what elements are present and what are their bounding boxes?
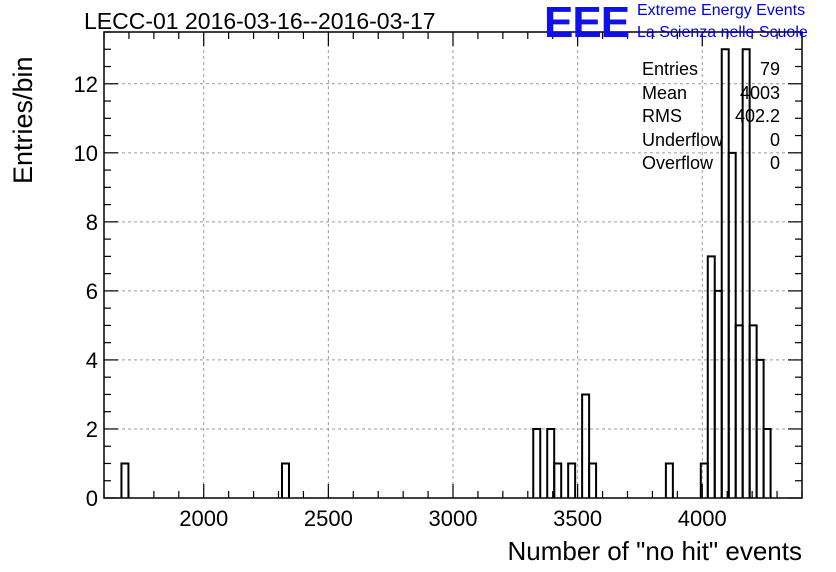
stat-row-entries: Entries 79 [642,58,780,82]
x-tick-label: 3000 [429,506,478,531]
logo-text-line1: Extreme Energy Events [637,2,806,19]
stat-value: 4003 [739,82,780,103]
stat-label: Mean [642,82,688,103]
stat-label: Underflow [642,129,724,150]
histogram-bin [532,427,542,498]
stat-row-mean: Mean 4003 [642,82,780,106]
eee-logo: EEE [544,0,630,47]
y-tick-label: 4 [86,348,98,373]
stat-value: 0 [769,129,780,150]
histogram-bin [567,462,577,498]
histogram-bin [280,462,290,498]
stat-row-overflow: Overflow 0 [642,152,780,176]
stat-label: RMS [642,106,682,126]
histogram-bin [664,462,674,498]
stat-label: Overflow [642,153,714,173]
histogram-bin [588,462,598,498]
stat-value: 79 [759,59,780,79]
stat-row-underflow: Underflow 0 [642,129,780,153]
y-tick-label: 8 [86,210,98,235]
stat-row-rms: RMS 402.2 [642,105,780,129]
histogram-bin [734,324,744,498]
histogram-bin [553,462,563,498]
y-tick-label: 0 [86,486,98,511]
histogram-bins [120,48,772,498]
stat-label: Entries [642,59,699,79]
histogram-bin [713,289,723,498]
histogram-bin [762,427,772,498]
histogram-bin [706,255,716,498]
logo-text-line2: La Scienza nelle Scuole [637,24,808,41]
y-tick-label: 2 [86,417,98,442]
stat-value: 0 [769,153,780,173]
y-axis-label: Entries/bin [8,56,38,184]
x-tick-label: 4000 [678,506,727,531]
histogram-bin [581,393,591,498]
stats-box: Entries 79 Mean 4003 RMS 402.2 Underflow… [642,58,780,176]
y-tick-label: 10 [74,141,98,166]
histogram-bin [727,151,737,498]
histogram-bin [748,324,758,498]
histogram-bin [120,462,130,498]
x-tick-label: 2500 [304,506,353,531]
chart-title: LECC-01 2016-03-16--2016-03-17 [84,8,436,34]
histogram-bin [741,48,751,498]
histogram-bin [546,427,556,498]
x-axis-label: Number of "no hit" events [507,536,803,566]
stat-value: 402.2 [734,106,780,126]
y-tick-label: 12 [74,72,98,97]
y-tick-label: 6 [86,279,98,304]
x-tick-label: 2000 [179,506,228,531]
axes: 2000 2500 3000 3500 4000 0 2 4 6 8 10 12 [74,31,803,531]
grid-lines [104,32,802,498]
x-tick-label: 3500 [553,506,602,531]
